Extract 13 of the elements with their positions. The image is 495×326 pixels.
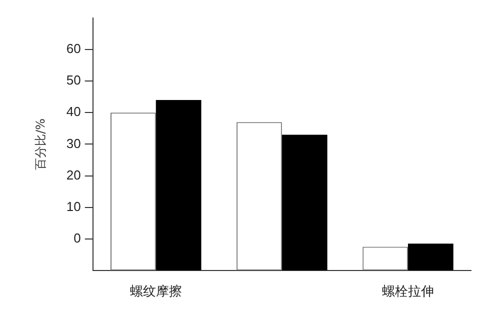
y-tick-label: 0 bbox=[74, 230, 81, 246]
y-axis-title: 百分比/% bbox=[33, 118, 48, 170]
y-tick-label: 60 bbox=[66, 41, 81, 56]
y-tick-label: 20 bbox=[66, 167, 81, 182]
x-tick-label: 螺栓拉伸 bbox=[382, 284, 434, 300]
y-tick-label: 30 bbox=[66, 136, 81, 151]
bar bbox=[156, 100, 202, 270]
bar bbox=[408, 244, 454, 270]
y-tick-label: 50 bbox=[66, 72, 81, 88]
x-tick-label: 螺纹摩擦 bbox=[130, 284, 182, 300]
y-tick-label: 10 bbox=[66, 198, 81, 214]
y-tick-label: 40 bbox=[66, 104, 81, 120]
bar bbox=[282, 134, 328, 270]
